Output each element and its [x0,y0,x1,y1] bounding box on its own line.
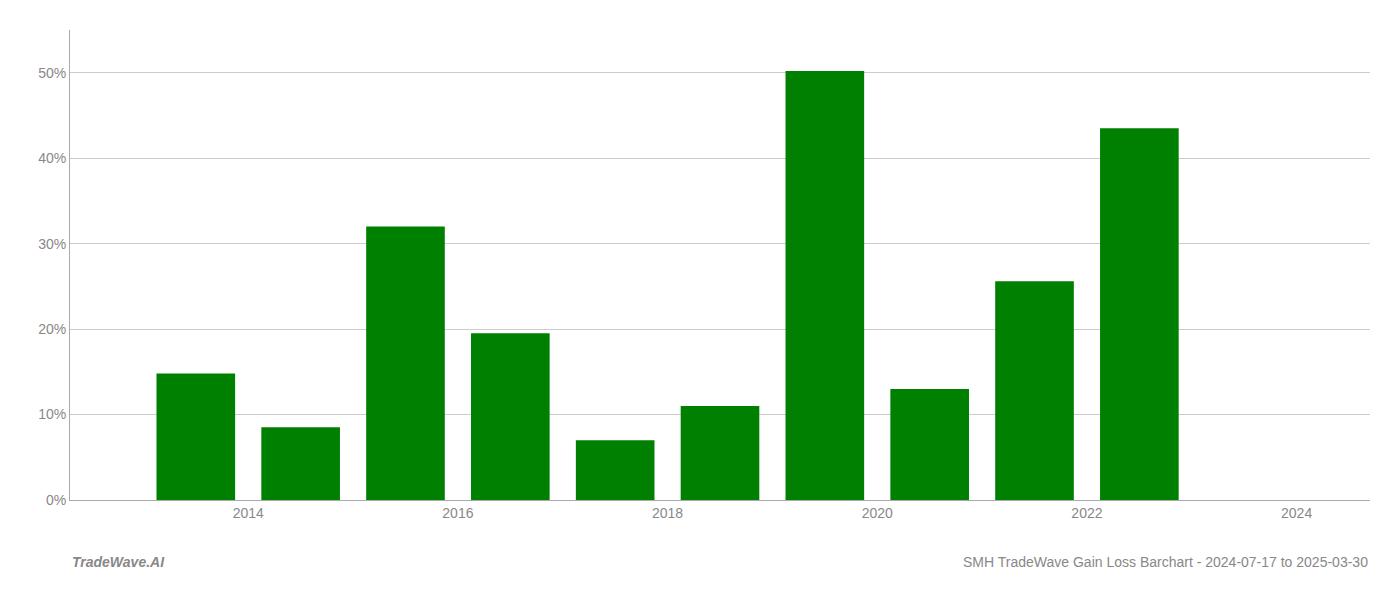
svg-text:2014: 2014 [233,505,264,521]
svg-text:20%: 20% [38,321,66,337]
svg-text:2020: 2020 [862,505,893,521]
svg-text:SMH TradeWave Gain Loss Barcha: SMH TradeWave Gain Loss Barchart - 2024-… [963,554,1368,570]
svg-text:2018: 2018 [652,505,683,521]
svg-text:50%: 50% [38,65,66,81]
svg-text:30%: 30% [38,236,66,252]
svg-text:0%: 0% [46,492,66,508]
svg-text:40%: 40% [38,150,66,166]
svg-text:2016: 2016 [442,505,473,521]
svg-text:TradeWave.AI: TradeWave.AI [72,554,165,570]
svg-text:10%: 10% [38,406,66,422]
svg-text:2022: 2022 [1071,505,1102,521]
svg-text:2024: 2024 [1281,505,1312,521]
